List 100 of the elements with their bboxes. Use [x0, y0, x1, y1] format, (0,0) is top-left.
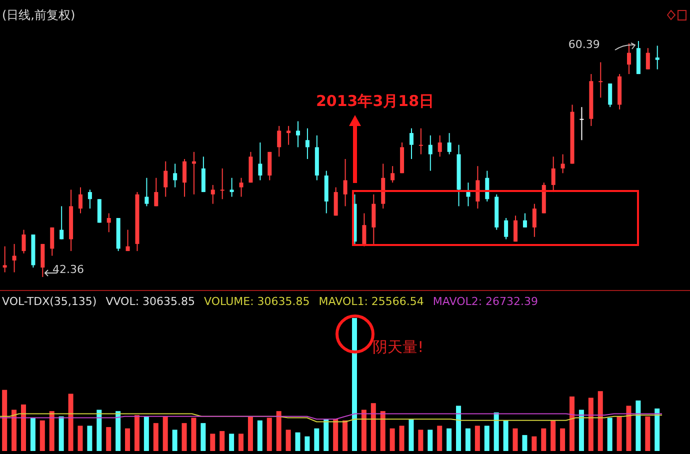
bar [654, 408, 660, 451]
candlestick [580, 106, 584, 141]
bar [304, 436, 310, 451]
bar [446, 428, 452, 451]
candlestick [258, 142, 262, 181]
bar [550, 420, 556, 451]
bar [324, 419, 329, 451]
bar [172, 430, 178, 451]
candlestick [447, 132, 452, 155]
candlestick [476, 166, 480, 210]
bar [30, 418, 36, 451]
text: VVOL: 30635.85 [106, 295, 196, 308]
bar [229, 434, 234, 451]
candlestick [230, 177, 234, 198]
bar [474, 426, 480, 451]
candlestick [334, 186, 338, 216]
candlestick [598, 62, 603, 98]
candlestick [504, 218, 508, 240]
bar [248, 416, 253, 451]
bar [380, 411, 386, 451]
bar [418, 430, 424, 451]
candlestick [2, 246, 7, 273]
annotation: 2013年3月18日 [316, 92, 434, 111]
candlestick [22, 229, 26, 254]
candlestick [126, 229, 130, 252]
bar [257, 420, 262, 451]
candlestick [173, 163, 178, 188]
bar [588, 398, 594, 451]
bar [58, 416, 64, 451]
candlestick [60, 206, 64, 240]
bar [598, 391, 603, 451]
text: MAVOL2: 26732.39 [432, 295, 538, 308]
candlestick [154, 177, 158, 207]
bar [20, 404, 26, 451]
bar [96, 410, 102, 451]
candlestick [12, 243, 16, 273]
candlestick [438, 134, 442, 158]
bar [437, 426, 442, 451]
candlestick [210, 184, 215, 204]
candlestick [50, 226, 54, 256]
bar [286, 430, 291, 451]
text: MAVOL1: 25566.54 [318, 295, 424, 308]
bar [512, 428, 518, 451]
bar [125, 428, 130, 451]
candlestick [418, 128, 423, 155]
bar [428, 430, 433, 451]
candlestick [655, 45, 660, 70]
candlestick [144, 177, 149, 207]
bar [361, 410, 366, 451]
bar [87, 426, 92, 451]
bar [370, 403, 376, 451]
bar [49, 411, 54, 451]
annotation: 阴天量! [372, 338, 424, 357]
candlestick [220, 168, 224, 200]
bar [522, 435, 528, 451]
bar [266, 418, 272, 451]
bar [314, 428, 320, 451]
candlestick [277, 125, 282, 158]
bar [636, 400, 641, 451]
bar [191, 418, 196, 451]
candlestick [551, 156, 556, 193]
bar [134, 415, 140, 451]
bar [541, 428, 546, 451]
candlestick [466, 182, 470, 207]
bar [182, 423, 187, 451]
candlestick [40, 243, 45, 277]
text: VOL-TDX(35,135) [2, 295, 97, 308]
bar [333, 419, 338, 451]
candlestick [343, 158, 348, 207]
bar [68, 394, 74, 451]
bar [484, 426, 490, 451]
bar [352, 318, 357, 451]
bar [40, 420, 45, 451]
candlestick [428, 134, 432, 172]
candlestick [201, 156, 206, 193]
bar [570, 396, 575, 451]
bar [106, 427, 112, 451]
candlestick [560, 154, 565, 174]
annotation: 42.36 [52, 263, 84, 276]
bar [626, 406, 632, 451]
bar [494, 412, 499, 451]
bar [560, 428, 566, 451]
bar [532, 436, 537, 451]
bar [408, 419, 414, 451]
bar [465, 428, 470, 451]
candlestick [362, 212, 366, 247]
bar [144, 416, 149, 451]
candlestick [627, 42, 632, 75]
candlestick [305, 128, 310, 160]
bar [162, 416, 168, 451]
text: VOLUME: 30635.85 [204, 295, 310, 308]
candlestick [372, 194, 376, 244]
bar [645, 416, 650, 451]
bar [78, 426, 83, 451]
candlestick [532, 203, 536, 238]
candlestick [296, 120, 300, 148]
bar [456, 406, 462, 451]
candlestick [409, 128, 414, 160]
bar [276, 411, 282, 451]
bar [578, 410, 584, 451]
